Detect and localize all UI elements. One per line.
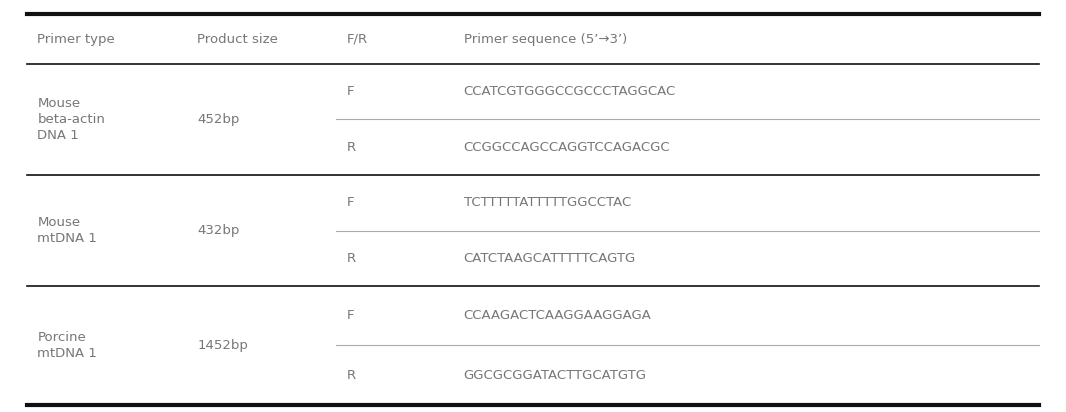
Text: F: F	[346, 309, 354, 323]
Text: 452bp: 452bp	[197, 113, 240, 126]
Text: R: R	[346, 368, 356, 382]
Text: beta-actin: beta-actin	[37, 113, 106, 126]
Text: R: R	[346, 252, 356, 265]
Text: Mouse: Mouse	[37, 216, 80, 229]
Text: R: R	[346, 141, 356, 154]
Text: CCATCGTGGGCCGCCCTAGGCAC: CCATCGTGGGCCGCCCTAGGCAC	[464, 85, 676, 98]
Text: CATCTAAGCATTTTTCAGTG: CATCTAAGCATTTTTCAGTG	[464, 252, 636, 265]
Text: GGCGCGGATACTTGCATGTG: GGCGCGGATACTTGCATGTG	[464, 368, 647, 382]
Text: CCGGCCAGCCAGGTCCAGACGC: CCGGCCAGCCAGGTCCAGACGC	[464, 141, 671, 154]
Text: F: F	[346, 85, 354, 98]
Text: mtDNA 1: mtDNA 1	[37, 232, 97, 245]
Text: DNA 1: DNA 1	[37, 129, 79, 142]
Text: TCTTTTTATTTTTGGCCTAC: TCTTTTTATTTTTGGCCTAC	[464, 197, 631, 209]
Text: Primer sequence (5’→3’): Primer sequence (5’→3’)	[464, 33, 627, 46]
Text: CCAAGACTCAAGGAAGGAGA: CCAAGACTCAAGGAAGGAGA	[464, 309, 651, 323]
Text: 432bp: 432bp	[197, 224, 240, 237]
Text: Mouse: Mouse	[37, 97, 80, 110]
Text: F/R: F/R	[346, 33, 368, 46]
Text: Primer type: Primer type	[37, 33, 115, 46]
Text: mtDNA 1: mtDNA 1	[37, 347, 97, 360]
Text: Porcine: Porcine	[37, 331, 86, 344]
Text: F: F	[346, 197, 354, 209]
Text: 1452bp: 1452bp	[197, 339, 248, 352]
Text: Product size: Product size	[197, 33, 278, 46]
